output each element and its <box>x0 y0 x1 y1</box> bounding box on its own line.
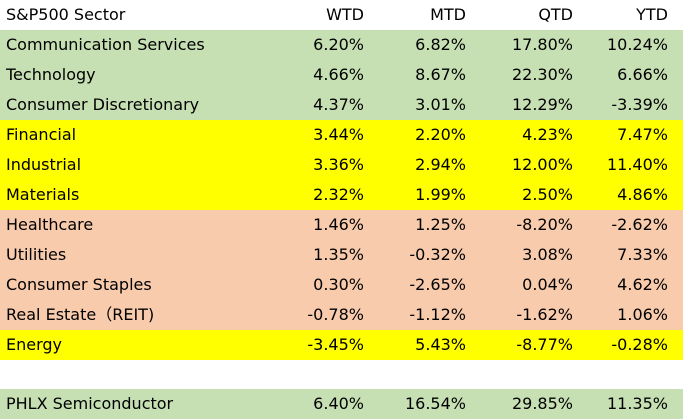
wtd-cell: 1.46% <box>313 215 364 234</box>
mtd-cell: 5.43% <box>415 335 466 354</box>
table-row: Consumer Staples 0.30% -2.65% 0.04% 4.62% <box>0 270 683 300</box>
qtd-cell: 29.85% <box>511 394 573 413</box>
table-row: Consumer Discretionary 4.37% 3.01% 12.29% -3… <box>0 90 683 120</box>
header-ytd: YTD <box>636 5 668 24</box>
ytd-cell: -2.62% <box>611 215 668 234</box>
table-row: Healthcare 1.46% 1.25% -8.20% -2.62% <box>0 210 683 240</box>
header-mtd: MTD <box>430 5 466 24</box>
ytd-cell: 1.06% <box>617 305 668 324</box>
ytd-cell: 4.86% <box>617 185 668 204</box>
wtd-cell: 0.30% <box>313 275 364 294</box>
qtd-cell: 0.04% <box>522 275 573 294</box>
qtd-cell: 12.29% <box>511 95 573 114</box>
mtd-cell: 2.20% <box>415 125 466 144</box>
qtd-cell: 17.80% <box>511 35 573 54</box>
wtd-cell: 6.20% <box>313 35 364 54</box>
wtd-cell: 3.36% <box>313 155 364 174</box>
header-qtd: QTD <box>538 5 573 24</box>
wtd-cell: 6.40% <box>313 394 364 413</box>
sector-name-cell: Utilities <box>6 245 67 264</box>
mtd-cell: 16.54% <box>404 394 466 413</box>
sector-name-cell: Financial <box>6 125 77 144</box>
table-row: Financial 3.44% 2.20% 4.23% 7.47% <box>0 120 683 150</box>
mtd-cell: -1.12% <box>409 305 466 324</box>
qtd-cell: -8.20% <box>516 215 573 234</box>
qtd-cell: -1.62% <box>516 305 573 324</box>
ytd-cell: 7.47% <box>617 125 668 144</box>
table-row: Real Estate（REIT) -0.78% -1.12% -1.62% 1.06% <box>0 300 683 330</box>
ytd-cell: 4.62% <box>617 275 668 294</box>
qtd-cell: 22.30% <box>511 65 573 84</box>
sector-name-cell: Energy <box>6 335 63 354</box>
mtd-cell: -0.32% <box>409 245 466 264</box>
ytd-cell: 10.24% <box>606 35 668 54</box>
table-header: S&P500 Sector WTD MTD QTD YTD <box>0 0 683 30</box>
table-row: Materials 2.32% 1.99% 2.50% 4.86% <box>0 180 683 210</box>
sector-name-cell: Consumer Discretionary <box>6 95 200 114</box>
mtd-cell: 8.67% <box>415 65 466 84</box>
sector-name-cell: PHLX Semiconductor <box>6 394 174 413</box>
sector-name-cell: Technology <box>6 65 96 84</box>
sector-name-cell: Communication Services <box>6 35 205 54</box>
ytd-cell: 11.35% <box>606 394 668 413</box>
table-row: Energy -3.45% 5.43% -8.77% -0.28% <box>0 330 683 360</box>
wtd-cell: 4.66% <box>313 65 364 84</box>
sector-name-cell: Consumer Staples <box>6 275 152 294</box>
mtd-cell: 6.82% <box>415 35 466 54</box>
table-row: Industrial 3.36% 2.94% 12.00% 11.40% <box>0 150 683 180</box>
table-row: Communication Services 6.20% 6.82% 17.80% 10… <box>0 30 683 60</box>
mtd-cell: -2.65% <box>409 275 466 294</box>
qtd-cell: -8.77% <box>516 335 573 354</box>
header-wtd: WTD <box>326 5 364 24</box>
qtd-cell: 4.23% <box>522 125 573 144</box>
sector-name-cell: Materials <box>6 185 80 204</box>
mtd-cell: 2.94% <box>415 155 466 174</box>
qtd-cell: 3.08% <box>522 245 573 264</box>
ytd-cell: 7.33% <box>617 245 668 264</box>
sector-name-cell: Industrial <box>6 155 82 174</box>
wtd-cell: -3.45% <box>307 335 364 354</box>
wtd-cell: 2.32% <box>313 185 364 204</box>
wtd-cell: 1.35% <box>313 245 364 264</box>
table-row: Technology 4.66% 8.67% 22.30% 6.66% <box>0 60 683 90</box>
ytd-cell: -0.28% <box>611 335 668 354</box>
mtd-cell: 3.01% <box>415 95 466 114</box>
qtd-cell: 2.50% <box>522 185 573 204</box>
wtd-cell: -0.78% <box>307 305 364 324</box>
mtd-cell: 1.99% <box>415 185 466 204</box>
sector-name-cell: Healthcare <box>6 215 94 234</box>
ytd-cell: -3.39% <box>611 95 668 114</box>
mtd-cell: 1.25% <box>415 215 466 234</box>
table-row: Utilities 1.35% -0.32% 3.08% 7.33% <box>0 240 683 270</box>
ytd-cell: 11.40% <box>606 155 668 174</box>
wtd-cell: 4.37% <box>313 95 364 114</box>
table-row: PHLX Semiconductor 6.40% 16.54% 29.85% 11.35… <box>0 389 683 419</box>
qtd-cell: 12.00% <box>511 155 573 174</box>
header-sector: S&P500 Sector <box>6 5 126 24</box>
sector-name-cell: Real Estate（REIT) <box>6 305 155 324</box>
ytd-cell: 6.66% <box>617 65 668 84</box>
wtd-cell: 3.44% <box>313 125 364 144</box>
